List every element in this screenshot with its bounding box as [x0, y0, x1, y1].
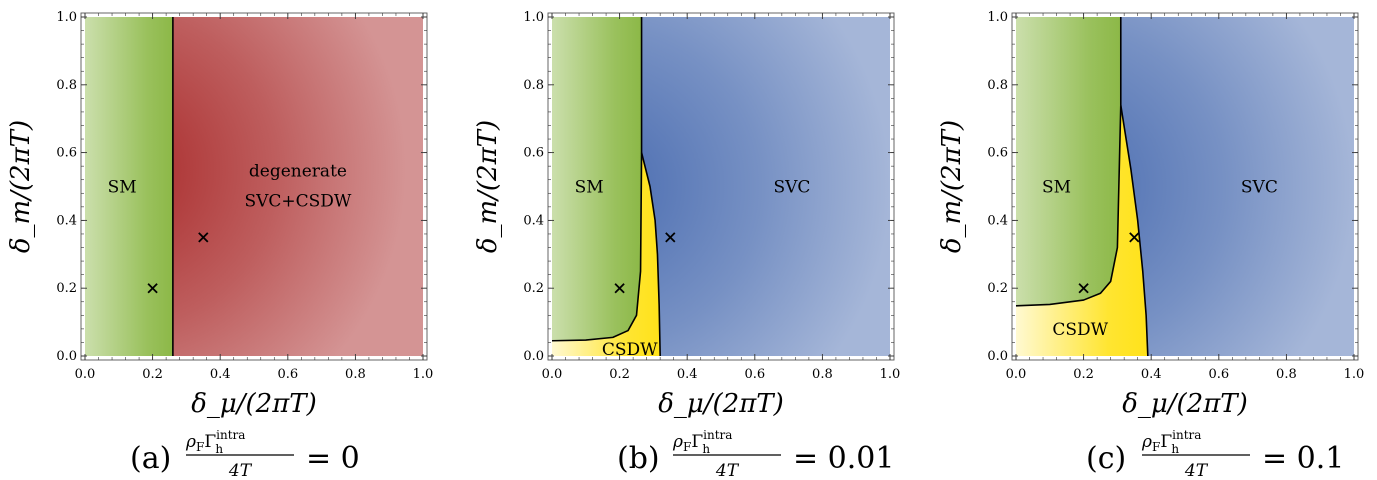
region-SM-a	[85, 17, 173, 356]
region-label-SM: SM	[108, 178, 137, 198]
caption-value: = 0.1	[1262, 441, 1344, 476]
y-tick-label: 1.0	[56, 10, 77, 25]
plot-frame-b	[547, 12, 895, 361]
panel-caption-b: (b) ρFΓintra h 4T = 0.01	[617, 428, 894, 480]
region-label-CSDW: CSDW	[602, 340, 658, 360]
caption-denominator: 4T	[228, 461, 253, 480]
y-tick-label: 0.0	[523, 349, 544, 364]
caption-denominator: 4T	[1184, 461, 1209, 480]
x-tick-label: 0.8	[812, 367, 833, 382]
panel-a: 0.0 0.2 0.4 0.6 0.8 1.0 0.0 0.2 0.4 0.6 0.8 1.0 δ_μ/…	[6, 10, 433, 480]
y-axis-label: δ_m/(2πT)	[473, 120, 503, 253]
x-tick-label: 0.4	[677, 367, 698, 382]
x-tick-label: 0.8	[1276, 367, 1297, 382]
marker-cross	[665, 232, 676, 243]
caption-numerator: ρFΓintra h	[672, 428, 732, 456]
caption-denominator: 4T	[715, 461, 740, 480]
caption-value: = 0	[306, 441, 360, 476]
y-tick-label: 0.0	[56, 349, 77, 364]
marker-cross	[147, 283, 158, 294]
y-tick-label: 0.8	[987, 78, 1008, 93]
region-label-SM: SM	[575, 178, 604, 198]
panel-caption-a: (a) ρFΓintra h 4T = 0	[130, 428, 360, 480]
x-tick-label: 0.0	[75, 367, 96, 382]
x-tick-label: 0.0	[542, 367, 563, 382]
y-tick-label: 0.4	[987, 213, 1008, 228]
marker-cross	[1129, 232, 1140, 243]
region-label-degenerate-line2: SVC+CSDW	[244, 192, 351, 212]
caption-label: (a)	[130, 441, 171, 476]
y-tick-label: 0.2	[56, 281, 77, 296]
caption-numerator: ρFΓintra h	[1141, 428, 1201, 456]
region-label-CSDW: CSDW	[1052, 320, 1108, 340]
plot-frame-a	[80, 12, 428, 361]
region-CSDW-b	[552, 152, 661, 356]
marker-cross	[614, 283, 625, 294]
y-tick-label: 0.2	[987, 281, 1008, 296]
caption-label: (c)	[1086, 441, 1126, 476]
x-tick-label: 0.6	[744, 367, 765, 382]
x-tick-label: 0.6	[1208, 367, 1229, 382]
x-tick-label: 0.2	[609, 367, 630, 382]
region-SM-c	[1016, 17, 1121, 306]
phase-boundary-c-1	[1015, 105, 1122, 307]
panel-b: 0.0 0.2 0.4 0.6 0.8 1.0 0.0 0.2 0.4 0.6 0.8 1.0 δ_μ/…	[473, 10, 900, 480]
marker-cross	[198, 232, 209, 243]
caption-numerator: ρFΓintra h	[185, 428, 245, 456]
y-tick-label: 1.0	[523, 10, 544, 25]
y-tick-label: 0.6	[56, 146, 77, 161]
region-label-SVC: SVC	[774, 178, 811, 198]
y-tick-label: 0.4	[56, 213, 77, 228]
plot-frame-c	[1011, 12, 1359, 361]
marker-cross	[1078, 283, 1089, 294]
panel-c: 0.0 0.2 0.4 0.6 0.8 1.0 0.0 0.2 0.4 0.6 0.8 1.0 δ_μ/…	[937, 10, 1364, 480]
x-tick-label: 0.6	[277, 367, 298, 382]
region-CSDW-c	[1016, 105, 1148, 356]
x-tick-label: 1.0	[1344, 367, 1365, 382]
x-tick-label: 0.0	[1006, 367, 1027, 382]
phase-boundary-b-1	[551, 152, 643, 342]
y-axis-label: δ_m/(2πT)	[6, 120, 36, 253]
x-tick-label: 0.4	[210, 367, 231, 382]
x-axis-label: δ_μ/(2πT)	[658, 389, 784, 419]
y-tick-label: 0.6	[523, 146, 544, 161]
y-tick-label: 0.6	[987, 146, 1008, 161]
y-tick-label: 1.0	[987, 10, 1008, 25]
region-label-SVC: SVC	[1241, 178, 1278, 198]
y-tick-label: 0.0	[987, 349, 1008, 364]
panel-caption-c: (c) ρFΓintra h 4T = 0.1	[1086, 428, 1344, 480]
y-tick-label: 0.2	[523, 281, 544, 296]
x-tick-label: 0.4	[1141, 367, 1162, 382]
x-axis-label: δ_μ/(2πT)	[191, 389, 317, 419]
x-tick-label: 1.0	[413, 367, 434, 382]
region-label-degenerate: degenerate	[249, 162, 347, 182]
y-tick-label: 0.8	[56, 78, 77, 93]
phase-boundary-c-2	[1119, 105, 1149, 357]
x-tick-label: 0.2	[142, 367, 163, 382]
x-tick-label: 1.0	[880, 367, 901, 382]
caption-label: (b)	[617, 441, 660, 476]
y-axis-label: δ_m/(2πT)	[937, 120, 967, 253]
region-SM-b	[552, 17, 642, 341]
caption-value: = 0.01	[793, 441, 894, 476]
x-tick-label: 0.2	[1073, 367, 1094, 382]
x-tick-label: 0.8	[345, 367, 366, 382]
region-label-SM: SM	[1042, 178, 1071, 198]
y-tick-label: 0.4	[523, 213, 544, 228]
x-axis-label: δ_μ/(2πT)	[1122, 389, 1248, 419]
phase-boundary-b-2	[640, 152, 661, 357]
y-tick-label: 0.8	[523, 78, 544, 93]
